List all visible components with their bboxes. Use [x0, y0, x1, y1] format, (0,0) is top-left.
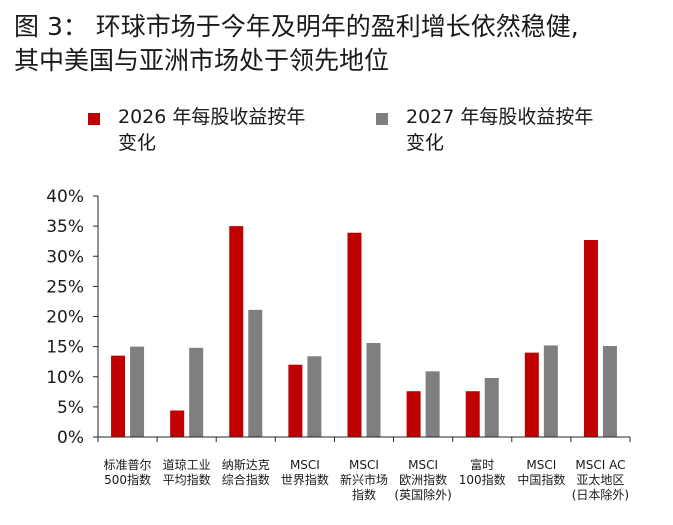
x-category-label-line: 亚太地区	[576, 472, 624, 487]
bar-2027	[543, 345, 558, 437]
legend-swatch-2027	[376, 113, 388, 125]
y-tick-label: 40%	[46, 187, 84, 207]
x-category-label-line: MSCI	[290, 458, 320, 472]
x-category-label-line: 中国指数	[517, 472, 565, 487]
x-category-label: 纳斯达克综合指数	[222, 458, 270, 487]
x-category-label-line: 指数	[352, 487, 376, 502]
bar-2027	[130, 346, 145, 437]
bar-2027	[425, 371, 440, 437]
bar-2027	[366, 343, 381, 437]
y-tick-label: 20%	[46, 308, 84, 328]
bar-2026	[288, 364, 303, 437]
chart-title: 图 3： 环球市场于今年及明年的盈利增长依然稳健, 其中美国与亚洲市场处于领先地…	[14, 10, 664, 78]
x-category-label: MSCI AC 亚太地区(日本除外)	[572, 458, 629, 502]
legend-item-2027: 2027 年每股收益按年 变化	[376, 104, 626, 156]
bar-2026	[111, 355, 126, 437]
x-category-label: MSCI 中国指数	[517, 458, 565, 487]
legend-item-2026: 2026 年每股收益按年 变化	[88, 104, 338, 156]
y-tick-label: 5%	[57, 398, 84, 418]
x-category-label: 标准普尔 500指数	[104, 457, 152, 487]
x-category-label-line: 欧洲指数	[399, 472, 447, 487]
y-tick-label: 30%	[46, 247, 84, 267]
bar-2026	[347, 232, 362, 437]
x-category-label-line: MSCI	[408, 458, 438, 472]
legend-label-2026-line-2: 变化	[118, 132, 157, 154]
chart-title-line-1: 图 3： 环球市场于今年及明年的盈利增长依然稳健,	[14, 12, 579, 41]
x-category-label-line: 纳斯达克	[222, 458, 270, 472]
x-category-label-line: MSCI	[349, 458, 379, 472]
x-category-label-line: (英国除外)	[394, 487, 451, 502]
bar-2027	[602, 346, 617, 437]
bar-2027	[189, 347, 204, 437]
y-tick-label: 15%	[46, 338, 84, 358]
bar-2026	[170, 410, 185, 437]
x-category-label-line: 平均指数	[163, 472, 211, 487]
legend-label-2027-line-1: 2027 年每股收益按年	[406, 106, 594, 128]
bar-2026	[465, 391, 480, 437]
x-category-label-line: (日本除外)	[572, 487, 629, 502]
legend-label-2027-line-2: 变化	[406, 132, 445, 154]
y-tick-label: 10%	[46, 368, 84, 388]
x-category-label-line: 100指数	[459, 472, 506, 487]
x-category-label: MSCI 世界指数	[281, 458, 329, 487]
y-tick-label: 0%	[57, 428, 84, 448]
bar-2027	[307, 356, 322, 437]
x-category-label: 道琼工业平均指数	[163, 457, 211, 487]
chart-legend: 2026 年每股收益按年 变化 2027 年每股收益按年 变化	[0, 104, 673, 164]
bar-2027	[248, 309, 263, 437]
bar-2027	[484, 377, 499, 437]
bar-2026	[406, 391, 421, 437]
x-category-label-line: 标准普尔	[104, 457, 152, 472]
x-category-label: MSCI 欧洲指数(英国除外)	[394, 458, 451, 502]
x-category-label: 富时 100指数	[459, 457, 506, 487]
x-category-label-line: 500指数	[104, 472, 151, 487]
x-category-label-line: MSCI	[526, 458, 556, 472]
legend-label-2026-line-1: 2026 年每股收益按年	[118, 106, 306, 128]
y-tick-label: 35%	[46, 217, 84, 237]
legend-swatch-2026	[88, 113, 100, 125]
x-category-label-line: 世界指数	[281, 472, 329, 487]
legend-label-2027: 2027 年每股收益按年 变化	[406, 104, 626, 156]
legend-label-2026: 2026 年每股收益按年 变化	[118, 104, 338, 156]
bar-2026	[524, 352, 539, 437]
x-category-label-line: 富时	[470, 457, 494, 472]
x-category-label-line: 综合指数	[222, 472, 270, 487]
chart-title-line-2: 其中美国与亚洲市场处于领先地位	[14, 46, 390, 75]
bar-2026	[229, 226, 244, 437]
x-category-label: MSCI 新兴市场指数	[340, 458, 388, 502]
x-category-label-line: 新兴市场	[340, 472, 388, 487]
y-tick-label: 25%	[46, 277, 84, 297]
bar-2026	[583, 239, 598, 437]
x-category-label-line: 道琼工业	[163, 457, 211, 472]
x-category-label-line: MSCI AC	[575, 458, 625, 472]
